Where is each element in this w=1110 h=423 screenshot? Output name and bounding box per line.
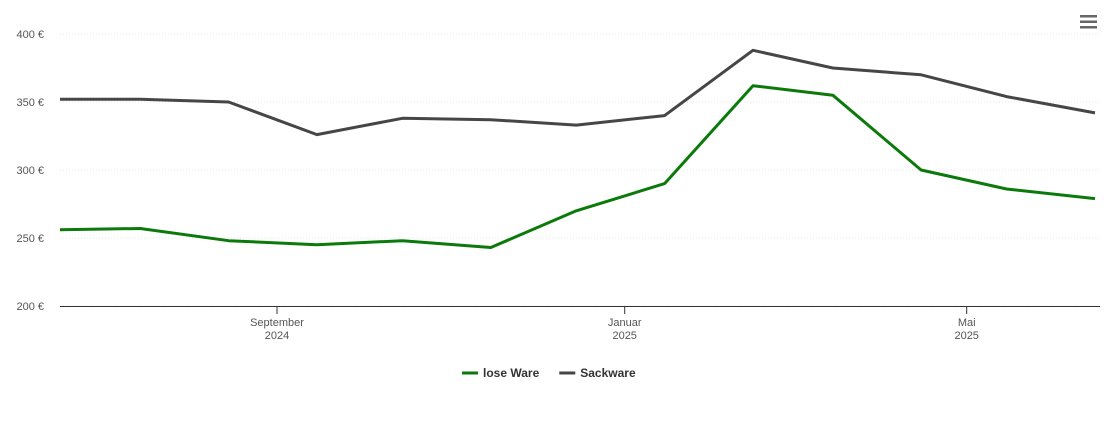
menu-bar (1080, 20, 1097, 23)
menu-bar (1080, 15, 1097, 18)
x-tick-label: Januar 2025 (608, 317, 642, 342)
y-tick-label: 200 € (16, 301, 44, 313)
y-tick-label: 350 € (16, 97, 44, 109)
x-tick-label: Mai 2025 (954, 317, 978, 342)
y-tick-label: 250 € (16, 233, 44, 245)
series-line (60, 48, 1096, 137)
series-line (60, 84, 1096, 249)
plot-area (60, 48, 1096, 249)
legend-label: Sackware (580, 366, 636, 380)
x-tick-label: September 2024 (250, 317, 304, 342)
y-tick-label: 400 € (16, 29, 44, 41)
legend-label: lose Ware (483, 366, 540, 380)
legend-item[interactable]: lose Ware (462, 366, 540, 380)
menu-bar (1080, 26, 1097, 29)
legend-item[interactable]: Sackware (559, 366, 636, 380)
y-tick-label: 300 € (16, 165, 44, 177)
menu-icon[interactable] (1080, 15, 1097, 29)
